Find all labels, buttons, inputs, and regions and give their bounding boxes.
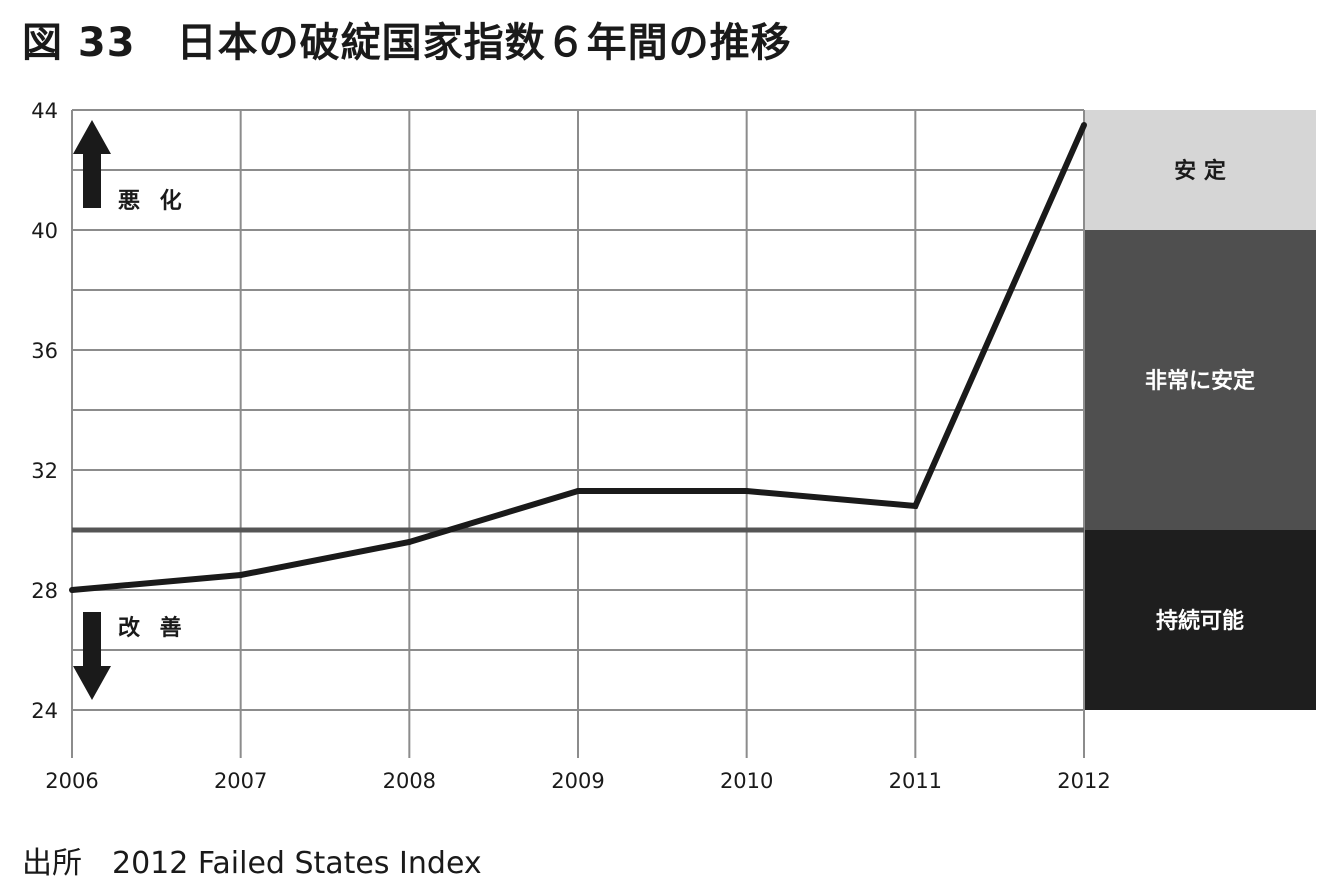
y-tick-label: 28 bbox=[31, 579, 58, 603]
data-point bbox=[1081, 122, 1087, 128]
x-tick-label: 2010 bbox=[720, 769, 773, 793]
y-tick-label: 44 bbox=[31, 99, 58, 123]
x-tick-label: 2012 bbox=[1057, 769, 1110, 793]
y-tick-label: 24 bbox=[31, 699, 58, 723]
x-tick-label: 2008 bbox=[383, 769, 436, 793]
data-point bbox=[912, 503, 919, 509]
series bbox=[69, 122, 1087, 593]
data-point bbox=[69, 587, 75, 593]
x-tick-label: 2006 bbox=[45, 769, 98, 793]
y-tick-label: 40 bbox=[31, 219, 58, 243]
data-point bbox=[575, 488, 581, 494]
x-tick-label: 2007 bbox=[214, 769, 267, 793]
y-tick-label: 32 bbox=[31, 459, 58, 483]
better-label: 改 善 bbox=[118, 615, 188, 641]
band-2 bbox=[1084, 530, 1316, 710]
direction-indicators: 悪 化 改 善 bbox=[73, 120, 188, 700]
x-tick-label: 2011 bbox=[889, 769, 942, 793]
worse-label: 悪 化 bbox=[118, 188, 188, 214]
y-tick-label: 36 bbox=[31, 339, 58, 363]
source-note: 出所 2012 Failed States Index bbox=[22, 846, 482, 881]
arrow-up-icon bbox=[73, 120, 111, 208]
chart-title: 図 33 日本の破綻国家指数６年間の推移 bbox=[22, 20, 792, 66]
band-label-2: 持続可能 bbox=[1156, 608, 1244, 634]
axes: 24 28 32 36 40 44 2006 2007 2008 2009 2010 2011 2012 bbox=[31, 99, 1110, 793]
x-tick-label: 2009 bbox=[551, 769, 604, 793]
arrow-down-icon bbox=[73, 612, 111, 700]
band-0 bbox=[1084, 110, 1316, 230]
band-label-1: 非常に安定 bbox=[1145, 368, 1255, 394]
grid bbox=[71, 109, 1085, 758]
band-1 bbox=[1084, 230, 1316, 530]
data-point bbox=[237, 572, 244, 578]
data-point bbox=[743, 488, 750, 494]
band-label-0: 安 定 bbox=[1174, 158, 1226, 184]
data-point bbox=[406, 539, 413, 545]
